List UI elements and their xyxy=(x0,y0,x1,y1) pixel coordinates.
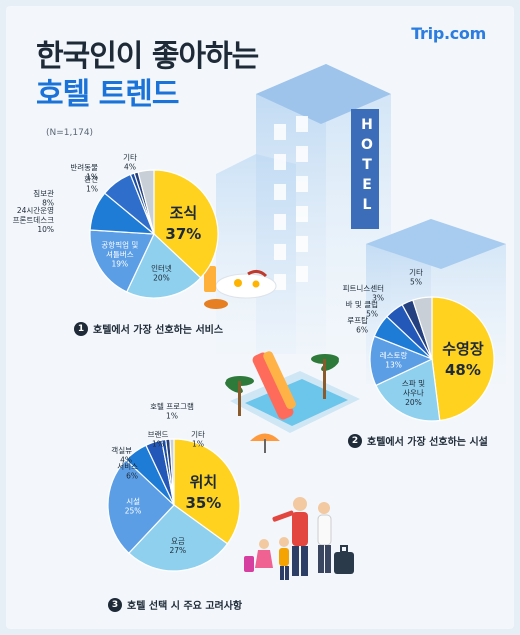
slice-value: 5% xyxy=(410,277,422,286)
caption-number-badge: 3 xyxy=(108,597,122,612)
title-line-2: 호텔 트렌드 xyxy=(36,77,179,112)
pie-slice xyxy=(412,296,433,360)
slice-label: 셔틀버스 xyxy=(106,249,134,259)
slice-value: 5% xyxy=(366,309,378,318)
sign-letter: H xyxy=(361,117,373,133)
slice-label: 공항픽업 및 xyxy=(101,239,138,249)
services-caption: 1 호텔에서 가장 선호하는 서비스 xyxy=(74,321,223,336)
slice-label: 조식 xyxy=(170,204,198,222)
slice-value: 48% xyxy=(445,361,481,379)
pie-slice xyxy=(169,438,175,506)
slice-value: 4% xyxy=(120,455,132,464)
travelers-illustration xyxy=(244,497,354,580)
pie-slice xyxy=(153,169,219,279)
sign-letter: O xyxy=(361,137,373,153)
slice-value: 6% xyxy=(356,325,368,334)
slice-label: 바 및 클럽 xyxy=(346,299,378,309)
slice-label: 요금 xyxy=(171,537,185,546)
slice-label: 루프탑 xyxy=(347,316,368,325)
caption-text: 호텔에서 가장 선호하는 시설 xyxy=(367,437,488,448)
slice-label: 서비스 xyxy=(117,462,138,471)
slice-value: 1% xyxy=(166,411,178,420)
pie-slice xyxy=(137,169,155,235)
pie-slice xyxy=(125,232,202,299)
sign-letter: E xyxy=(362,177,372,193)
slice-label: 반려동물 xyxy=(70,162,98,172)
slice-value: 1% xyxy=(86,184,98,193)
slice-value: 25% xyxy=(125,507,142,516)
facilities-caption: 2 호텔에서 가장 선호하는 시설 xyxy=(348,433,488,448)
factors-pie-chart: 위치 35% 요금 27% 시설 25% 서비스 6% 객실뷰 4% 브랜드 1% 호텔 프로그램 1% 기… xyxy=(46,391,266,591)
pie-slice xyxy=(375,358,441,422)
slice-label: 호텔 프로그램 xyxy=(150,401,194,411)
slice-value: 37% xyxy=(165,225,201,243)
slice-label: 프론트데스크 xyxy=(13,216,54,225)
slice-value: 19% xyxy=(112,259,129,268)
slice-value: 35% xyxy=(185,494,221,512)
slice-value: 20% xyxy=(405,398,422,407)
title-line-1: 한국인이 좋아하는 xyxy=(36,39,259,74)
slice-value: 6% xyxy=(126,471,138,480)
caption-text: 호텔 선택 시 주요 고려사항 xyxy=(127,601,243,612)
slice-value: 10% xyxy=(37,225,54,234)
facilities-pie-chart: 수영장 48% 스파 및 사우나 20% 레스토랑 13% 루프탑 6% 바 및 클럽 5% 피트니스… xyxy=(296,261,514,436)
slice-label: 24시간운영 xyxy=(17,205,54,215)
slice-label: 시설 xyxy=(126,497,140,506)
slice-label: 짐보관 xyxy=(33,188,54,198)
slice-value: 8% xyxy=(42,198,54,207)
hotel-sign: H O T E L xyxy=(355,116,379,214)
slice-label: 사우나 xyxy=(403,388,424,397)
caption-number-badge: 2 xyxy=(348,433,362,448)
services-pie-chart: 조식 37% 인터넷 20% 공항픽업 및 셔틀버스 19% 24시간운영 프론트데스크 10% 짐… xyxy=(6,146,236,326)
slice-label: 환전 xyxy=(84,174,98,184)
slice-label: 위치 xyxy=(190,473,218,491)
pie-slice xyxy=(127,504,229,572)
slice-label: 인터넷 xyxy=(151,263,172,273)
slice-value: 1% xyxy=(152,439,164,448)
pie-slice xyxy=(89,229,155,293)
sample-size: (N=1,174) xyxy=(46,128,94,138)
slice-value: 1% xyxy=(86,172,98,181)
slice-label: 기타 xyxy=(123,153,137,162)
slice-label: 기타 xyxy=(191,430,205,439)
sign-letter: L xyxy=(362,197,372,213)
brand-logo: Trip.com xyxy=(411,24,486,43)
slice-value: 20% xyxy=(153,273,170,282)
sign-letter: T xyxy=(362,157,372,173)
slice-label: 브랜드 xyxy=(148,429,169,439)
slice-label: 수영장 xyxy=(442,340,484,358)
breakfast-illustration xyxy=(204,266,277,309)
pie-slice xyxy=(431,296,495,422)
page-title: 한국인이 좋아하는 호텔 트렌드 xyxy=(36,38,259,114)
slice-value: 13% xyxy=(385,361,402,370)
slice-label: 피트니스센터 xyxy=(343,283,384,293)
slice-label: 레스토랑 xyxy=(380,351,408,360)
slice-value: 4% xyxy=(124,162,136,171)
caption-number-badge: 1 xyxy=(74,321,88,336)
caption-text: 호텔에서 가장 선호하는 서비스 xyxy=(93,325,224,336)
slice-value: 1% xyxy=(192,439,204,448)
pie-slice xyxy=(107,458,175,554)
slice-label: 스파 및 xyxy=(402,378,425,388)
pool-illustration xyxy=(225,351,360,453)
slice-label: 객실뷰 xyxy=(111,445,132,455)
pie-slice xyxy=(173,438,241,545)
factors-caption: 3 호텔 선택 시 주요 고려사항 xyxy=(108,597,242,612)
infographic-frame: H O T E L xyxy=(6,6,514,629)
slice-value: 27% xyxy=(170,546,187,555)
slice-label: 기타 xyxy=(409,268,423,277)
slice-value: 3% xyxy=(372,293,384,302)
